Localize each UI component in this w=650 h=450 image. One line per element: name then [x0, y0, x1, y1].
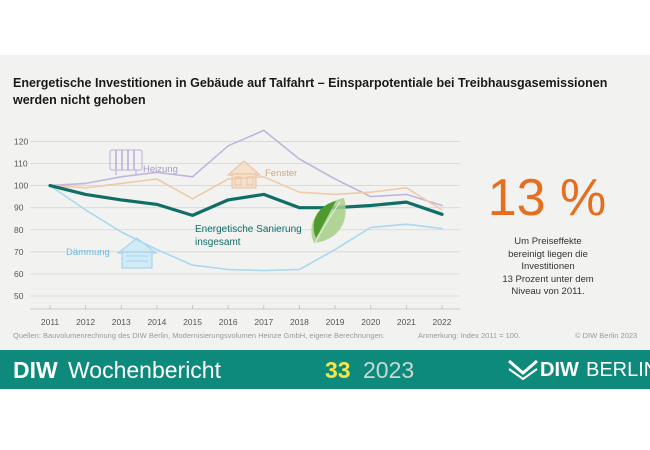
x-tick-label: 2011: [41, 317, 60, 327]
series-label-sanierung-line2: insgesamt: [195, 237, 241, 248]
series-label-fenster: Fenster: [265, 168, 297, 179]
series-label-daemmung: Dämmung: [66, 247, 110, 258]
x-tick-label: 2022: [433, 317, 452, 327]
series-line-2: [49, 184, 443, 272]
series-layer: [48, 129, 444, 272]
x-tick-label: 2020: [361, 317, 380, 327]
x-tick-label: 2021: [397, 317, 416, 327]
line-chart: 50 60 70 80 90 100 110 120 2011 2012 2013 2014 2015…: [14, 129, 460, 327]
y-tick-label: 50: [14, 291, 24, 301]
x-tick-label: 2017: [254, 317, 273, 327]
copyright-note: © DIW Berlin 2023: [575, 331, 638, 340]
sources-note: Quellen: Bauvolumenrechnung des DIW Berl…: [13, 331, 385, 340]
callout-line: Investitionen: [521, 261, 575, 272]
radiator-icon: [109, 149, 143, 175]
y-tick-label: 110: [14, 159, 28, 169]
series-line-0: [49, 129, 443, 207]
window-icon: [226, 160, 262, 189]
leaf-icon: [311, 198, 346, 244]
x-tick-label: 2013: [112, 317, 131, 327]
house-insulation-icon: [116, 237, 158, 269]
series-label-sanierung-line1: Energetische Sanierung: [195, 224, 302, 235]
series-line-1: [49, 176, 443, 211]
index-note: Anmerkung: Index 2011 = 100.: [418, 331, 521, 340]
banner-publication: Wochenbericht: [68, 357, 221, 383]
y-tick-label: 70: [14, 247, 24, 257]
x-tick-label: 2019: [326, 317, 345, 327]
x-tick-label: 2018: [290, 317, 309, 327]
y-tick-label: 100: [14, 181, 28, 191]
banner-brand: DIW: [13, 357, 58, 383]
callout-text: Um Preiseffekte bereinigt liegen die Inv…: [480, 236, 616, 299]
y-tick-label: 60: [14, 269, 24, 279]
series-label-heizung: Heizung: [143, 164, 178, 175]
diw-logo-icon: [508, 359, 538, 381]
chart-panel: [0, 55, 650, 350]
callout-line: 13 Prozent unter dem: [502, 273, 594, 285]
y-tick-label: 80: [14, 225, 24, 235]
publication-banner: DIW Wochenbericht 33 2023 DIW BERLIN: [0, 350, 650, 389]
y-axis: 50 60 70 80 90 100 110 120: [14, 136, 28, 301]
banner-issue: 33: [325, 357, 351, 383]
callout-line: bereinigt liegen die: [508, 248, 588, 260]
callout-line: Niveau von 2011.: [511, 286, 585, 297]
chart-title: Energetische Investitionen in Gebäude au…: [13, 76, 608, 107]
series-line-3: [48, 184, 444, 217]
x-tick-label: 2016: [219, 317, 238, 327]
logo-berlin-text: BERLIN: [586, 359, 650, 381]
callout-line: Um Preiseffekte: [514, 236, 582, 247]
diw-berlin-logo: DIW BERLIN: [508, 356, 650, 384]
callout-value: 13 %: [487, 169, 607, 227]
x-tick-label: 2015: [183, 317, 202, 327]
y-tick-label: 120: [14, 136, 28, 146]
banner-year: 2023: [363, 357, 415, 383]
logo-diw-text: DIW: [540, 359, 579, 381]
x-axis: 2011 2012 2013 2014 2015 2016 2017 2018 2019 2020…: [30, 305, 460, 327]
y-tick-label: 90: [14, 203, 24, 213]
x-tick-label: 2012: [76, 317, 95, 327]
x-tick-label: 2014: [147, 317, 166, 327]
